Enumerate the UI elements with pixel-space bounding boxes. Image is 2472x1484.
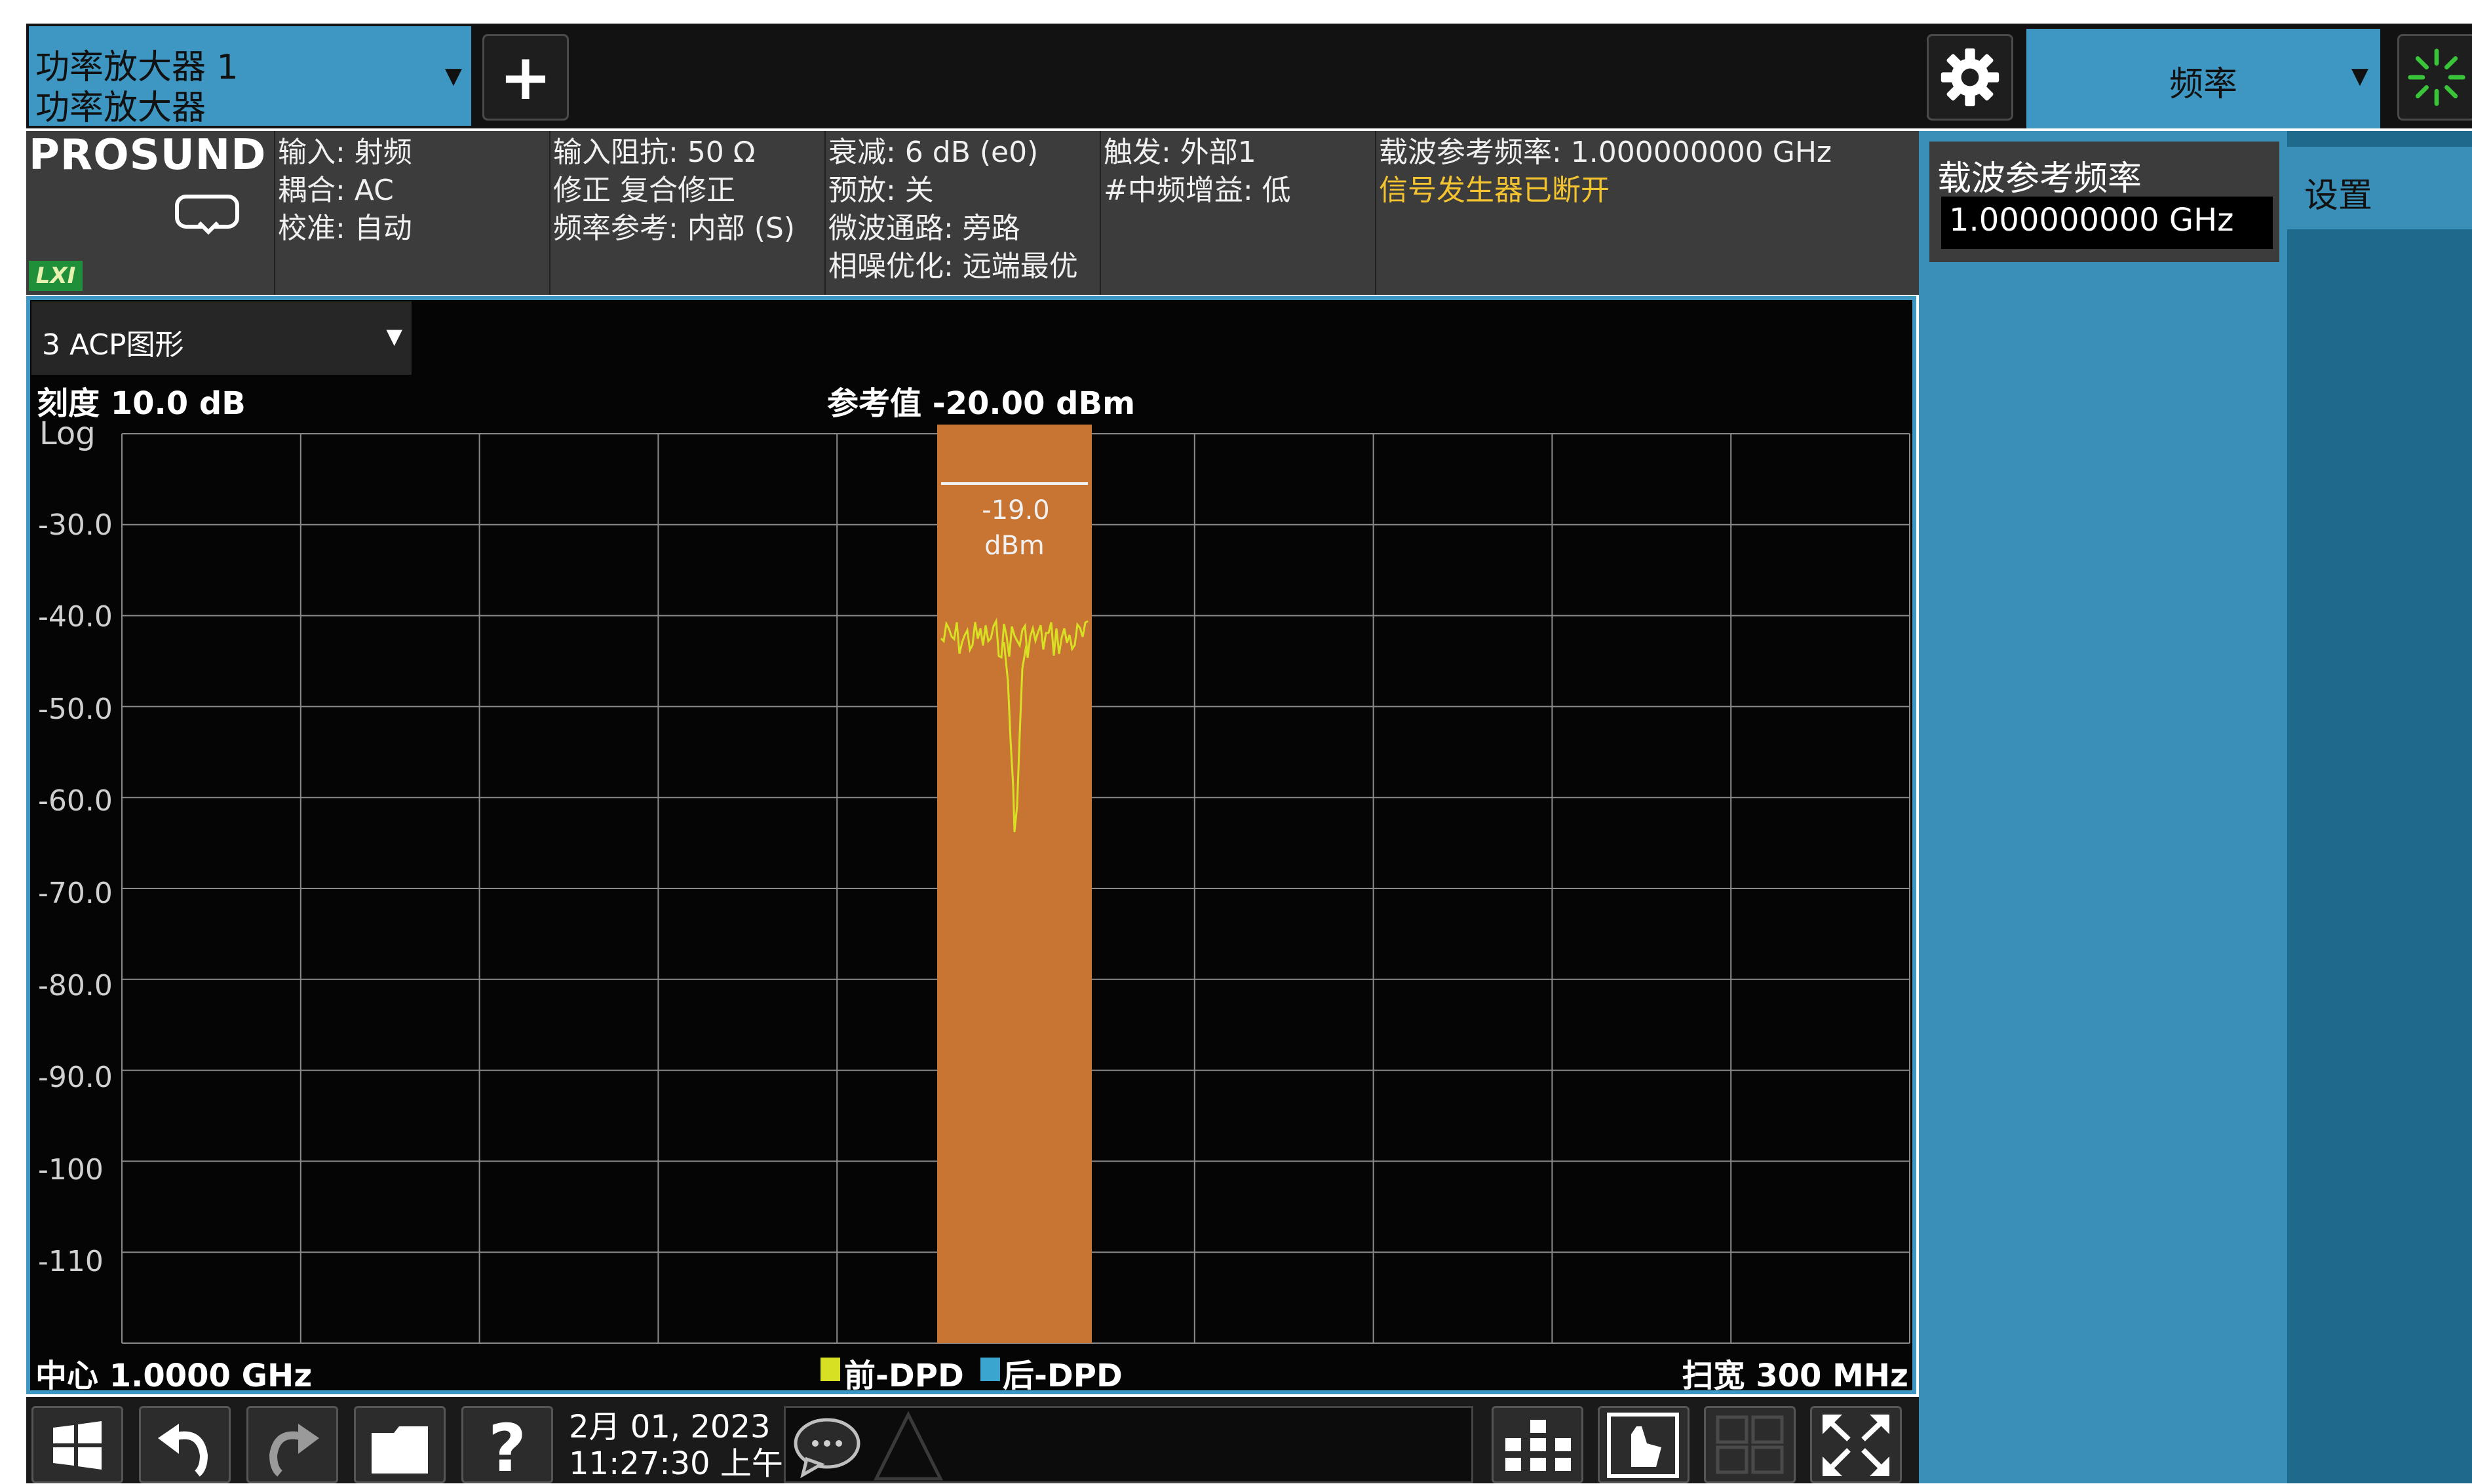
chevron-down-icon: ▼ <box>386 324 402 349</box>
y-tick-label: -110 <box>38 1245 104 1278</box>
info-calibration: 校准: 自动 <box>278 212 412 245</box>
multiwindow-icon <box>1716 1415 1784 1474</box>
info-impedance: 输入阻抗: 50 Ω <box>553 136 756 169</box>
trace-selector[interactable]: 3 ACP图形 ▼ <box>31 301 412 375</box>
y-tick-label: -40.0 <box>38 600 113 634</box>
brand-block: PROSUND <box>26 131 274 295</box>
info-if-gain: #中频增益: 低 <box>1104 174 1291 207</box>
reference-level-label: 参考值 -20.00 dBm <box>827 385 1136 422</box>
tab-title-line2: 功率放大器 <box>35 88 206 128</box>
legend-post-dpd: 后-DPD <box>1003 1358 1123 1394</box>
fullscreen-icon <box>1823 1415 1889 1476</box>
message-icon <box>794 1418 860 1479</box>
info-phase-noise: 相噪优化: 远端最优 <box>828 250 1078 283</box>
help-icon: ? <box>488 1410 526 1484</box>
undo-icon <box>158 1424 208 1477</box>
frequency-menu-label: 频率 <box>2169 65 2238 104</box>
measurement-tab[interactable]: 功率放大器 1 功率放大器 ▼ <box>29 26 471 128</box>
settings-tab[interactable]: 设置 <box>2287 147 2472 229</box>
info-col-carrier[interactable]: 载波参考频率: 1.000000000 GHz 信号发生器已断开 <box>1375 131 1919 295</box>
y-tick-label: -30.0 <box>38 508 113 542</box>
svg-text:?: ? <box>488 1410 526 1481</box>
info-coupling: 耦合: AC <box>278 174 394 207</box>
legend-pre-dpd: 前-DPD <box>844 1358 964 1394</box>
display-toggle-icon[interactable] <box>174 194 240 242</box>
multi-window-button[interactable] <box>1704 1406 1796 1483</box>
frequency-menu[interactable]: 频率 ▼ <box>2026 29 2380 128</box>
settings-button[interactable] <box>1927 34 2013 121</box>
lxi-badge: LXI <box>29 261 83 291</box>
message-area[interactable] <box>784 1406 1473 1483</box>
file-button[interactable] <box>354 1406 446 1483</box>
spinner-icon <box>2408 48 2465 106</box>
scale-label: 刻度 10.0 dB <box>37 385 246 422</box>
y-tick-label: -90.0 <box>38 1061 113 1094</box>
y-tick-label: -80.0 <box>38 969 113 1002</box>
fullscreen-button[interactable] <box>1810 1406 1902 1483</box>
sweep-status-button[interactable] <box>2397 34 2472 121</box>
info-mw-path: 微波通路: 旁路 <box>828 212 1020 245</box>
date-time-display: 2月 01, 2023 11:27:30 上午 <box>569 1409 783 1482</box>
folder-icon <box>372 1426 428 1474</box>
y-tick-label: -100 <box>38 1153 104 1187</box>
info-freq-ref: 频率参考: 内部 (S) <box>553 212 796 245</box>
info-carrier-freq: 载波参考频率: 1.000000000 GHz <box>1379 136 1832 169</box>
info-col-attenuation[interactable]: 衰减: 6 dB (e0) 预放: 关 微波通路: 旁路 相噪优化: 远端最优 <box>824 131 1100 295</box>
tab-title-line1: 功率放大器 1 <box>35 48 239 87</box>
info-input: 输入: 射频 <box>278 136 412 169</box>
legend-post-swatch <box>980 1358 1000 1381</box>
y-tick-label: -50.0 <box>38 693 113 726</box>
carrier-ref-freq-title: 载波参考频率 <box>1937 159 2142 199</box>
info-col-input[interactable]: 输入: 射频 耦合: AC 校准: 自动 <box>274 131 549 295</box>
windows-button[interactable] <box>31 1406 123 1483</box>
acp-graph-window[interactable] <box>26 296 1916 1394</box>
info-generator-warning: 信号发生器已断开 <box>1379 174 1610 207</box>
window-layout-button[interactable] <box>1492 1406 1583 1483</box>
status-info-strip <box>26 131 1919 295</box>
redo-icon <box>269 1424 319 1477</box>
center-frequency-label: 中心 1.0000 GHz <box>35 1358 313 1394</box>
warning-triangle-icon <box>873 1411 944 1481</box>
layout-icon <box>1505 1420 1571 1471</box>
carrier-ref-freq-input[interactable]: 1.000000000 GHz <box>1941 197 2273 249</box>
brand-name: PROSUND <box>29 131 267 180</box>
info-trigger: 触发: 外部1 <box>1104 136 1256 169</box>
chevron-down-icon: ▼ <box>444 63 462 89</box>
softkey-tab-strip <box>2287 131 2472 1483</box>
chevron-down-icon: ▼ <box>2351 63 2368 89</box>
info-attenuation: 衰减: 6 dB (e0) <box>828 136 1039 169</box>
info-correction: 修正 复合修正 <box>553 174 735 207</box>
time-text: 11:27:30 上午 <box>569 1445 783 1482</box>
add-screen-button[interactable]: + <box>482 34 569 121</box>
redo-button[interactable] <box>246 1406 338 1483</box>
info-col-impedance[interactable]: 输入阻抗: 50 Ω 修正 复合修正 频率参考: 内部 (S) <box>549 131 824 295</box>
log-label: Log <box>39 415 96 452</box>
info-col-trigger[interactable]: 触发: 外部1 #中频增益: 低 <box>1100 131 1375 295</box>
touch-icon <box>1607 1413 1679 1478</box>
gear-icon <box>1941 48 1999 107</box>
y-tick-label: -70.0 <box>38 877 113 910</box>
y-tick-label: -60.0 <box>38 784 113 818</box>
info-preamp: 预放: 关 <box>828 174 934 207</box>
windows-icon <box>53 1421 102 1470</box>
help-button[interactable]: ? <box>461 1406 553 1484</box>
undo-button[interactable] <box>139 1406 231 1483</box>
span-label: 扫宽 300 MHz <box>1682 1358 1909 1394</box>
trace-selector-label: 3 ACP图形 <box>42 328 184 362</box>
settings-tab-label: 设置 <box>2304 176 2373 216</box>
touch-button[interactable] <box>1598 1406 1690 1483</box>
legend-pre-swatch <box>821 1358 840 1381</box>
date-text: 2月 01, 2023 <box>569 1409 771 1445</box>
